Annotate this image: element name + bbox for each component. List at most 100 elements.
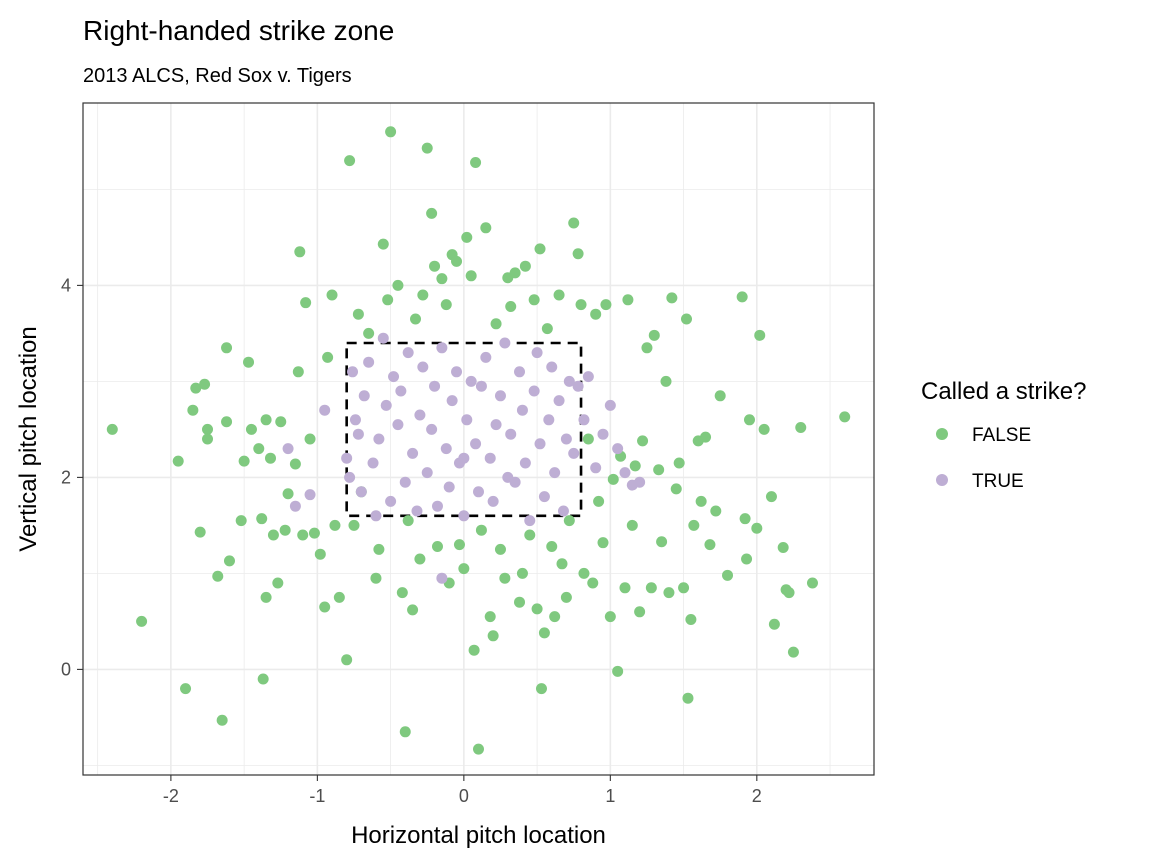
point-false	[235, 515, 247, 527]
point-false	[653, 464, 665, 476]
point-true	[531, 347, 543, 359]
point-true	[509, 476, 521, 488]
point-false	[531, 603, 543, 615]
point-false	[426, 207, 438, 219]
point-true	[373, 433, 385, 445]
point-false	[629, 460, 641, 472]
point-false	[187, 404, 199, 416]
point-true	[505, 428, 517, 440]
point-false	[245, 423, 257, 435]
point-true	[461, 414, 473, 426]
point-true	[484, 452, 496, 464]
point-false	[402, 515, 414, 527]
point-false	[199, 378, 211, 390]
point-false	[582, 433, 594, 445]
point-true	[414, 409, 426, 421]
point-false	[678, 582, 690, 594]
point-false	[272, 577, 284, 589]
point-false	[663, 587, 675, 599]
point-false	[289, 458, 301, 470]
chart-title: Right-handed strike zone	[83, 15, 394, 46]
point-false	[480, 222, 492, 234]
point-false	[688, 519, 700, 531]
point-false	[783, 587, 795, 599]
point-true	[344, 471, 356, 483]
point-true	[458, 452, 470, 464]
point-false	[563, 515, 575, 527]
point-false	[634, 606, 646, 618]
point-true	[395, 385, 407, 397]
x-tick-label: 2	[752, 786, 762, 806]
point-true	[465, 375, 477, 387]
point-false	[597, 537, 609, 549]
point-false	[373, 543, 385, 555]
point-false	[223, 555, 235, 567]
point-false	[243, 356, 255, 368]
point-false	[578, 567, 590, 579]
point-false	[758, 423, 770, 435]
point-true	[341, 452, 353, 464]
point-true	[473, 486, 484, 498]
point-false	[341, 654, 353, 666]
point-false	[484, 611, 496, 623]
point-false	[524, 529, 536, 541]
point-false	[180, 683, 192, 695]
y-axis-title: Vertical pitch location	[15, 326, 42, 551]
point-true	[582, 371, 594, 383]
point-false	[741, 553, 753, 565]
point-false	[528, 294, 540, 306]
point-true	[358, 390, 370, 402]
points-layer	[106, 126, 851, 755]
y-tick-label: 4	[61, 275, 71, 295]
point-true	[475, 380, 487, 392]
point-false	[572, 248, 584, 260]
point-true	[440, 443, 452, 455]
axis-ticks: -2 -1 0 1 2 0 2 4	[61, 275, 762, 806]
point-false	[253, 443, 265, 455]
point-false	[722, 569, 734, 581]
point-false	[514, 596, 526, 608]
panel-border	[82, 102, 875, 776]
point-false	[468, 644, 480, 656]
point-false	[475, 524, 487, 536]
point-true	[590, 462, 602, 474]
point-true	[421, 467, 433, 479]
point-false	[326, 289, 338, 301]
point-false	[282, 488, 294, 500]
point-false	[546, 541, 558, 553]
point-true	[289, 500, 301, 512]
point-false	[645, 582, 657, 594]
point-false	[660, 375, 672, 387]
point-true	[553, 395, 565, 407]
point-false	[421, 142, 433, 154]
point-false	[314, 548, 326, 560]
point-false	[505, 301, 517, 313]
point-true	[487, 495, 499, 507]
point-true	[543, 414, 555, 426]
point-true	[560, 433, 572, 445]
point-false	[319, 601, 331, 613]
legend-label-true: TRUE	[972, 471, 1024, 492]
point-false	[754, 329, 766, 341]
point-true	[458, 510, 470, 522]
point-true	[429, 380, 441, 392]
point-false	[587, 577, 599, 589]
point-true	[417, 361, 429, 373]
point-true	[347, 366, 359, 378]
point-false	[695, 495, 707, 507]
point-false	[568, 217, 580, 229]
x-tick-label: 1	[605, 786, 615, 806]
point-true	[516, 404, 528, 416]
point-false	[382, 294, 394, 306]
point-true	[604, 399, 616, 411]
point-false	[407, 604, 419, 616]
point-true	[534, 438, 546, 450]
point-false	[549, 611, 561, 623]
point-false	[260, 414, 272, 426]
point-false	[607, 473, 619, 485]
point-false	[322, 351, 334, 363]
point-false	[656, 536, 668, 548]
legend-swatch-true	[936, 474, 948, 486]
y-tick-label: 0	[61, 659, 71, 679]
point-false	[106, 423, 118, 435]
